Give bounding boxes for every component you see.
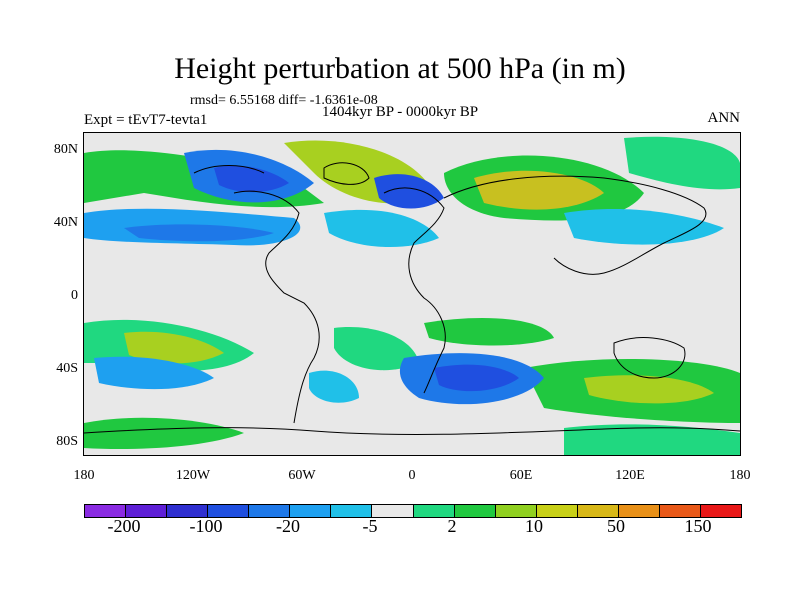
- colorbar-swatch: [372, 505, 414, 517]
- field-eurasia-core: [474, 170, 604, 210]
- colorbar-swatch: [700, 505, 741, 517]
- colorbar-swatch: [659, 505, 701, 517]
- colorbar-swatch: [208, 505, 250, 517]
- x-tick-label: 120E: [615, 468, 645, 483]
- colorbar-label: 150: [684, 516, 712, 536]
- stats-label: rmsd= 6.55168 diff= -1.6361e-08: [190, 93, 378, 108]
- field-north-atlantic-low: [374, 174, 444, 209]
- colorbar-swatch: [577, 505, 619, 517]
- field-southern-indian-core: [434, 364, 519, 392]
- y-tick-label: 80S: [56, 434, 78, 449]
- field-south-atlantic-green: [334, 327, 419, 371]
- x-tick-label: 180: [729, 468, 751, 483]
- field-asia-blue: [564, 208, 724, 245]
- colorbar-label: 50: [607, 516, 625, 536]
- colorbar-swatch: [536, 505, 578, 517]
- field-north-atlantic-cyan: [324, 209, 439, 248]
- x-tick-label: 60W: [288, 468, 316, 483]
- x-tick-label: 60E: [509, 468, 533, 483]
- colorbar-label: -5: [362, 516, 378, 536]
- field-svg: [84, 136, 740, 455]
- colorbar-label: 10: [525, 516, 543, 536]
- y-tick-label: 40N: [53, 215, 78, 230]
- field-antarctic-green: [84, 417, 244, 450]
- colorbar-label: -200: [107, 516, 141, 536]
- colorbar-swatch: [126, 505, 168, 517]
- field-antarctic-green-east: [564, 424, 740, 455]
- colorbar-swatch: [331, 505, 373, 517]
- y-tick-label: 40S: [56, 361, 78, 376]
- colorbar-swatch: [290, 505, 332, 517]
- colorbar: [84, 504, 742, 518]
- field-north-pacific-blue: [124, 224, 274, 242]
- colorbar-swatch: [167, 505, 209, 517]
- colorbar-swatch: [413, 505, 455, 517]
- colorbar-swatch: [85, 505, 127, 517]
- x-tick-label: 180: [73, 468, 95, 483]
- colorbar-swatch: [618, 505, 660, 517]
- colorbar-label: -100: [189, 516, 223, 536]
- map-plot-area: [83, 132, 741, 456]
- period-label: 1404kyr BP - 0000kyr BP: [322, 104, 479, 120]
- x-tick-label: 120W: [175, 468, 211, 483]
- field-siberia-green: [624, 136, 740, 190]
- colorbar-swatch: [495, 505, 537, 517]
- chart-title: Height perturbation at 500 hPa (in m): [174, 52, 626, 85]
- field-south-indian-green: [424, 318, 554, 346]
- colorbar-label: -20: [276, 516, 300, 536]
- experiment-label: Expt = tEvT7-tevta1: [84, 112, 208, 128]
- colorbar-swatch: [454, 505, 496, 517]
- field-south-pacific-core: [124, 331, 224, 364]
- y-tick-label: 80N: [53, 142, 78, 157]
- field-australia-core: [584, 375, 714, 404]
- y-tick-label: 0: [71, 288, 78, 303]
- field-south-pacific-blue: [94, 356, 214, 390]
- field-greenland-core: [214, 165, 289, 193]
- colorbar-label: 2: [447, 516, 457, 536]
- field-south-america-cyan: [309, 370, 359, 403]
- colorbar-swatch: [249, 505, 291, 517]
- season-label: ANN: [707, 110, 741, 126]
- coastlines: [84, 162, 740, 435]
- x-tick-label: 0: [408, 468, 416, 483]
